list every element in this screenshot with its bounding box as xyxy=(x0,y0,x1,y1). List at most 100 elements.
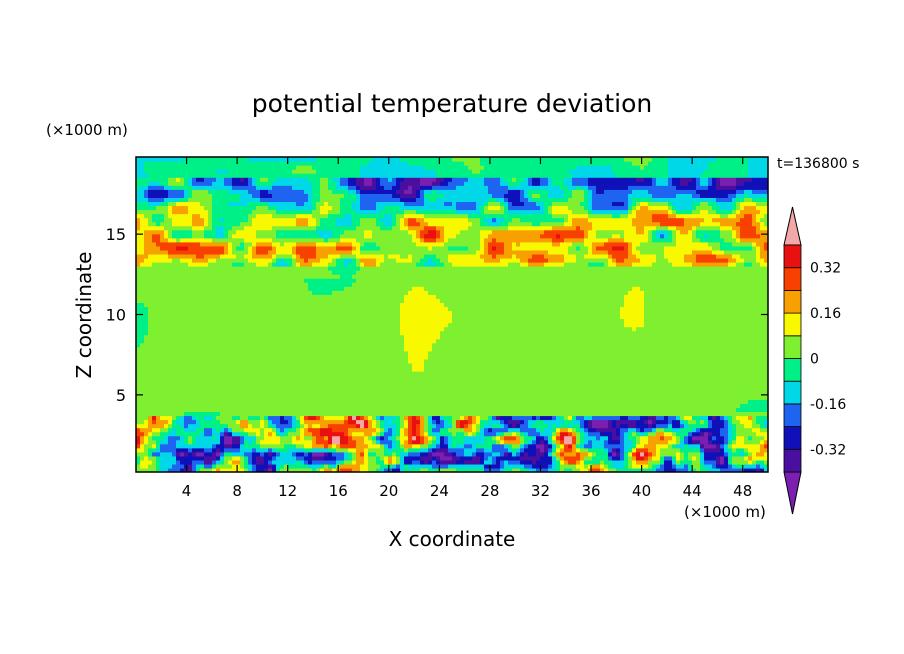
field-cell xyxy=(380,278,385,283)
field-cell xyxy=(360,371,365,376)
field-cell xyxy=(224,443,229,449)
field-cell xyxy=(344,322,349,328)
field-cell xyxy=(336,439,341,445)
field-cell xyxy=(192,221,197,227)
field-cell xyxy=(288,371,293,376)
field-cell xyxy=(340,233,345,239)
field-cell xyxy=(248,362,253,368)
field-cell xyxy=(380,193,385,198)
field-cell xyxy=(224,415,229,421)
field-cell xyxy=(264,221,269,227)
field-cell xyxy=(216,225,221,231)
field-cell xyxy=(148,403,153,408)
field-cell xyxy=(372,395,377,400)
field-cell xyxy=(184,294,189,299)
field-cell xyxy=(264,334,269,340)
field-cell xyxy=(376,342,381,348)
field-cell xyxy=(176,253,181,259)
field-cell xyxy=(344,346,349,352)
field-cell xyxy=(356,278,361,283)
field-cell xyxy=(384,213,389,219)
field-cell xyxy=(192,338,197,344)
field-cell xyxy=(356,334,361,340)
field-cell xyxy=(240,205,245,211)
field-cell xyxy=(196,197,201,203)
field-cell xyxy=(296,205,301,211)
field-cell xyxy=(376,302,381,308)
field-cell xyxy=(248,290,253,295)
field-cell xyxy=(172,326,177,332)
field-cell xyxy=(216,165,221,170)
field-cell xyxy=(288,459,293,465)
field-cell xyxy=(372,354,377,360)
field-cell xyxy=(236,245,241,251)
field-cell xyxy=(336,290,341,295)
field-cell xyxy=(204,338,209,344)
field-cell xyxy=(196,262,201,267)
field-cell xyxy=(340,221,345,227)
field-cell xyxy=(304,330,309,336)
field-cell xyxy=(168,282,173,287)
field-cell xyxy=(300,302,305,308)
field-cell xyxy=(320,262,325,267)
field-cell xyxy=(216,205,221,211)
field-cell xyxy=(312,395,317,400)
field-cell xyxy=(320,314,325,320)
field-cell xyxy=(164,302,169,308)
field-cell xyxy=(300,439,305,445)
field-cell xyxy=(148,205,153,211)
field-cell xyxy=(144,217,149,223)
field-cell xyxy=(168,165,173,170)
field-cell xyxy=(140,274,145,279)
field-cell xyxy=(152,387,157,392)
field-cell xyxy=(320,294,325,299)
field-cell xyxy=(172,431,177,437)
field-cell xyxy=(364,209,369,215)
field-cell xyxy=(196,395,201,400)
field-cell xyxy=(140,217,145,223)
field-cell xyxy=(288,375,293,380)
field-cell xyxy=(252,419,257,425)
field-cell xyxy=(236,330,241,336)
field-cell xyxy=(244,253,249,259)
field-cell xyxy=(284,342,289,348)
field-cell xyxy=(228,169,233,174)
field-cell xyxy=(208,229,213,235)
field-cell xyxy=(312,286,317,291)
field-cell xyxy=(380,173,385,178)
field-cell xyxy=(160,455,165,461)
field-cell xyxy=(324,391,329,396)
field-cell xyxy=(224,217,229,223)
field-cell xyxy=(368,241,373,247)
field-cell xyxy=(148,298,153,303)
field-cell xyxy=(228,201,233,207)
field-cell xyxy=(240,165,245,170)
field-cell xyxy=(252,181,257,186)
field-cell xyxy=(184,302,189,308)
field-cell xyxy=(232,262,237,267)
field-cell xyxy=(360,225,365,231)
field-cell xyxy=(328,451,333,457)
field-cell xyxy=(304,221,309,227)
field-cell xyxy=(284,185,289,190)
field-cell xyxy=(304,225,309,231)
field-cell xyxy=(176,274,181,279)
field-cell xyxy=(388,419,393,425)
field-cell xyxy=(300,443,305,449)
field-cell xyxy=(152,161,157,166)
field-cell xyxy=(276,342,281,348)
field-cell xyxy=(344,213,349,219)
field-cell xyxy=(320,306,325,312)
field-cell xyxy=(204,237,209,243)
field-cell xyxy=(368,157,373,162)
field-cell xyxy=(288,161,293,166)
field-cell xyxy=(160,266,165,271)
field-cell xyxy=(376,431,381,437)
field-cell xyxy=(276,451,281,457)
field-cell xyxy=(140,173,145,178)
field-cell xyxy=(184,451,189,457)
field-cell xyxy=(240,257,245,263)
field-cell xyxy=(240,282,245,287)
field-cell xyxy=(316,233,321,239)
field-cell xyxy=(352,169,357,174)
